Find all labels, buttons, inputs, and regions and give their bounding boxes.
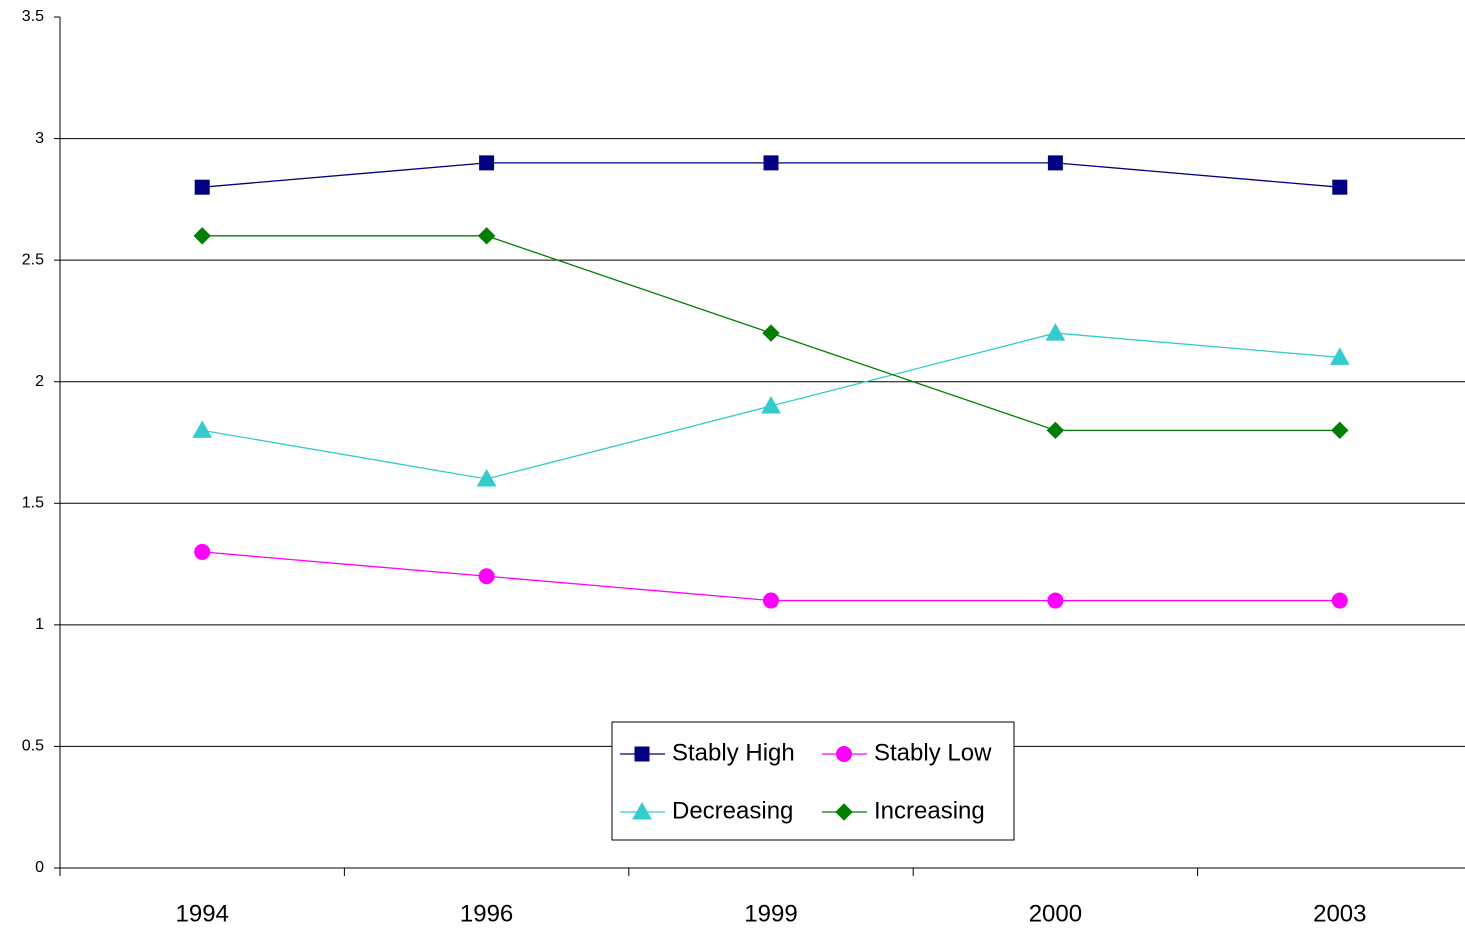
- data-point: [479, 155, 495, 171]
- data-point: [763, 155, 779, 171]
- data-point: [1329, 347, 1350, 365]
- data-point: [761, 396, 781, 414]
- data-point: [1332, 179, 1348, 195]
- legend-label: Stably Low: [874, 739, 992, 766]
- legend-label: Increasing: [874, 797, 985, 824]
- x-tick-label: 1999: [744, 900, 797, 927]
- y-tick-label: 2: [35, 373, 44, 390]
- data-point: [194, 543, 211, 560]
- data-point: [763, 592, 779, 609]
- data-point: [194, 179, 210, 195]
- legend-marker: [836, 746, 852, 762]
- data-point: [192, 420, 213, 438]
- data-point: [1331, 421, 1349, 440]
- y-tick-label: 0.5: [22, 738, 44, 755]
- x-tick-label: 1996: [460, 900, 513, 927]
- legend-marker: [634, 746, 650, 762]
- y-tick-label: 1.5: [22, 495, 44, 512]
- legend-label: Decreasing: [672, 797, 793, 824]
- legend-label: Stably High: [672, 739, 795, 766]
- legend-marker: [835, 803, 853, 821]
- data-point: [1045, 323, 1066, 341]
- data-point: [477, 227, 496, 245]
- data-point: [193, 227, 211, 245]
- data-point: [762, 324, 780, 342]
- y-tick-label: 0: [35, 859, 44, 876]
- legend-marker: [632, 801, 652, 820]
- data-point: [1331, 592, 1348, 609]
- y-tick-label: 2.5: [22, 251, 44, 268]
- data-point: [476, 468, 497, 487]
- data-point: [1047, 155, 1063, 171]
- x-tick-label: 1994: [176, 900, 229, 927]
- y-tick-label: 1: [35, 616, 44, 633]
- x-tick-label: 2000: [1029, 900, 1082, 927]
- x-tick-label: 2003: [1313, 900, 1366, 927]
- y-tick-label: 3: [35, 130, 44, 147]
- y-tick-label: 3.5: [22, 8, 44, 25]
- data-point: [1047, 592, 1064, 609]
- data-point: [478, 568, 495, 585]
- legend-box: [611, 721, 1015, 841]
- data-point: [1046, 421, 1065, 440]
